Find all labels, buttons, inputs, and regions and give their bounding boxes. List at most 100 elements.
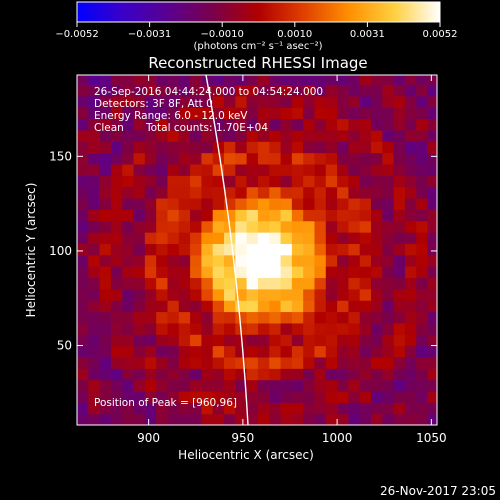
x-tick-label: 1050 <box>416 431 447 445</box>
heatmap-cell <box>371 334 383 347</box>
heatmap-cell <box>110 175 123 188</box>
heatmap-cell <box>348 163 361 176</box>
heatmap-cell <box>257 197 270 210</box>
heatmap-cell <box>427 402 437 415</box>
heatmap-cell <box>110 379 123 392</box>
heatmap-cell <box>348 75 361 86</box>
heatmap-cell <box>133 334 146 347</box>
heatmap-cell <box>314 322 327 335</box>
heatmap-cell <box>427 107 437 120</box>
heatmap-cell <box>212 220 225 233</box>
heatmap-cell <box>212 368 225 381</box>
heatmap-cell <box>291 175 304 188</box>
heatmap-cell <box>314 368 327 381</box>
heatmap-cell <box>269 334 282 347</box>
heatmap-cell <box>314 129 327 142</box>
heatmap-cell <box>178 368 191 381</box>
heatmap-cell <box>427 118 437 131</box>
heatmap-cell <box>201 141 214 154</box>
heatmap-cell <box>235 402 248 415</box>
heatmap-cell <box>348 220 361 233</box>
heatmap-cell <box>178 75 191 86</box>
heatmap-cell <box>348 390 361 403</box>
heatmap-cell <box>382 379 395 392</box>
heatmap-cell <box>156 175 169 188</box>
heatmap-cell <box>167 118 180 131</box>
heatmap-cell <box>280 356 293 369</box>
heatmap-cell <box>201 390 214 403</box>
heatmap-cell <box>371 75 383 86</box>
colorbar-tick-label: −0.0052 <box>55 29 98 40</box>
heatmap-cell <box>110 322 123 335</box>
heatmap-cell <box>404 107 417 120</box>
heatmap-cell <box>110 266 123 279</box>
heatmap-cell <box>167 209 180 222</box>
heatmap-cell <box>337 254 350 267</box>
heatmap-cell <box>303 84 316 97</box>
heatmap-cell <box>224 356 236 369</box>
heatmap-cell <box>382 368 395 381</box>
heatmap-cell <box>348 209 361 222</box>
heatmap-cell <box>382 413 395 425</box>
heatmap-cell <box>416 220 429 233</box>
heatmap-cell <box>257 243 270 256</box>
heatmap-cell <box>122 95 135 108</box>
heatmap-cell <box>224 186 236 199</box>
heatmap-cell <box>314 243 327 256</box>
heatmap-cell <box>201 334 214 347</box>
heatmap-cell <box>246 84 259 97</box>
heatmap-cell <box>427 186 437 199</box>
heatmap-cell <box>291 379 304 392</box>
heatmap-cell <box>156 209 169 222</box>
heatmap-cell <box>88 266 101 279</box>
heatmap-cell <box>359 220 372 233</box>
heatmap-cell <box>303 95 316 108</box>
heatmap-cell <box>77 266 89 279</box>
heatmap-cell <box>269 84 282 97</box>
y-tick-label: 50 <box>57 339 72 353</box>
heatmap-cell <box>224 141 236 154</box>
heatmap-cell <box>122 118 135 131</box>
heatmap-cell <box>88 118 101 131</box>
heatmap-cell <box>427 368 437 381</box>
heatmap-cell <box>359 197 372 210</box>
heatmap-cell <box>393 141 406 154</box>
plot-frame <box>76 74 438 426</box>
heatmap-cell <box>133 118 146 131</box>
heatmap-cell <box>291 118 304 131</box>
heatmap-cell <box>382 129 395 142</box>
heatmap-cell <box>393 129 406 142</box>
heatmap-cell <box>133 129 146 142</box>
heatmap-cell <box>359 277 372 290</box>
heatmap-cell <box>246 345 259 358</box>
heatmap-cell <box>371 379 383 392</box>
heatmap-cell <box>337 390 350 403</box>
heatmap-cell <box>416 197 429 210</box>
heatmap-cell <box>291 345 304 358</box>
heatmap-cell <box>212 197 225 210</box>
heatmap-cell <box>371 402 383 415</box>
heatmap-cell <box>382 300 395 313</box>
heatmap-cell <box>224 390 236 403</box>
heatmap-cell <box>133 300 146 313</box>
heatmap-cell <box>167 75 180 86</box>
heatmap-cell <box>190 141 202 154</box>
heatmap-cell <box>303 75 316 86</box>
heatmap-cell <box>122 300 135 313</box>
heatmap-cell <box>427 334 437 347</box>
heatmap-cell <box>257 129 270 142</box>
heatmap-cell <box>99 379 112 392</box>
heatmap-cell <box>246 356 259 369</box>
heatmap-cell <box>122 209 135 222</box>
heatmap-cell <box>99 232 112 244</box>
heatmap-cell <box>144 232 157 244</box>
heatmap-cell <box>257 107 270 120</box>
heatmap-cell <box>348 129 361 142</box>
heatmap-cell <box>77 379 89 392</box>
heatmap-cell <box>224 243 236 256</box>
heatmap-cell <box>269 75 282 86</box>
heatmap-cell <box>212 129 225 142</box>
heatmap-cell <box>257 356 270 369</box>
heatmap-cell <box>212 107 225 120</box>
heatmap-cell <box>404 95 417 108</box>
